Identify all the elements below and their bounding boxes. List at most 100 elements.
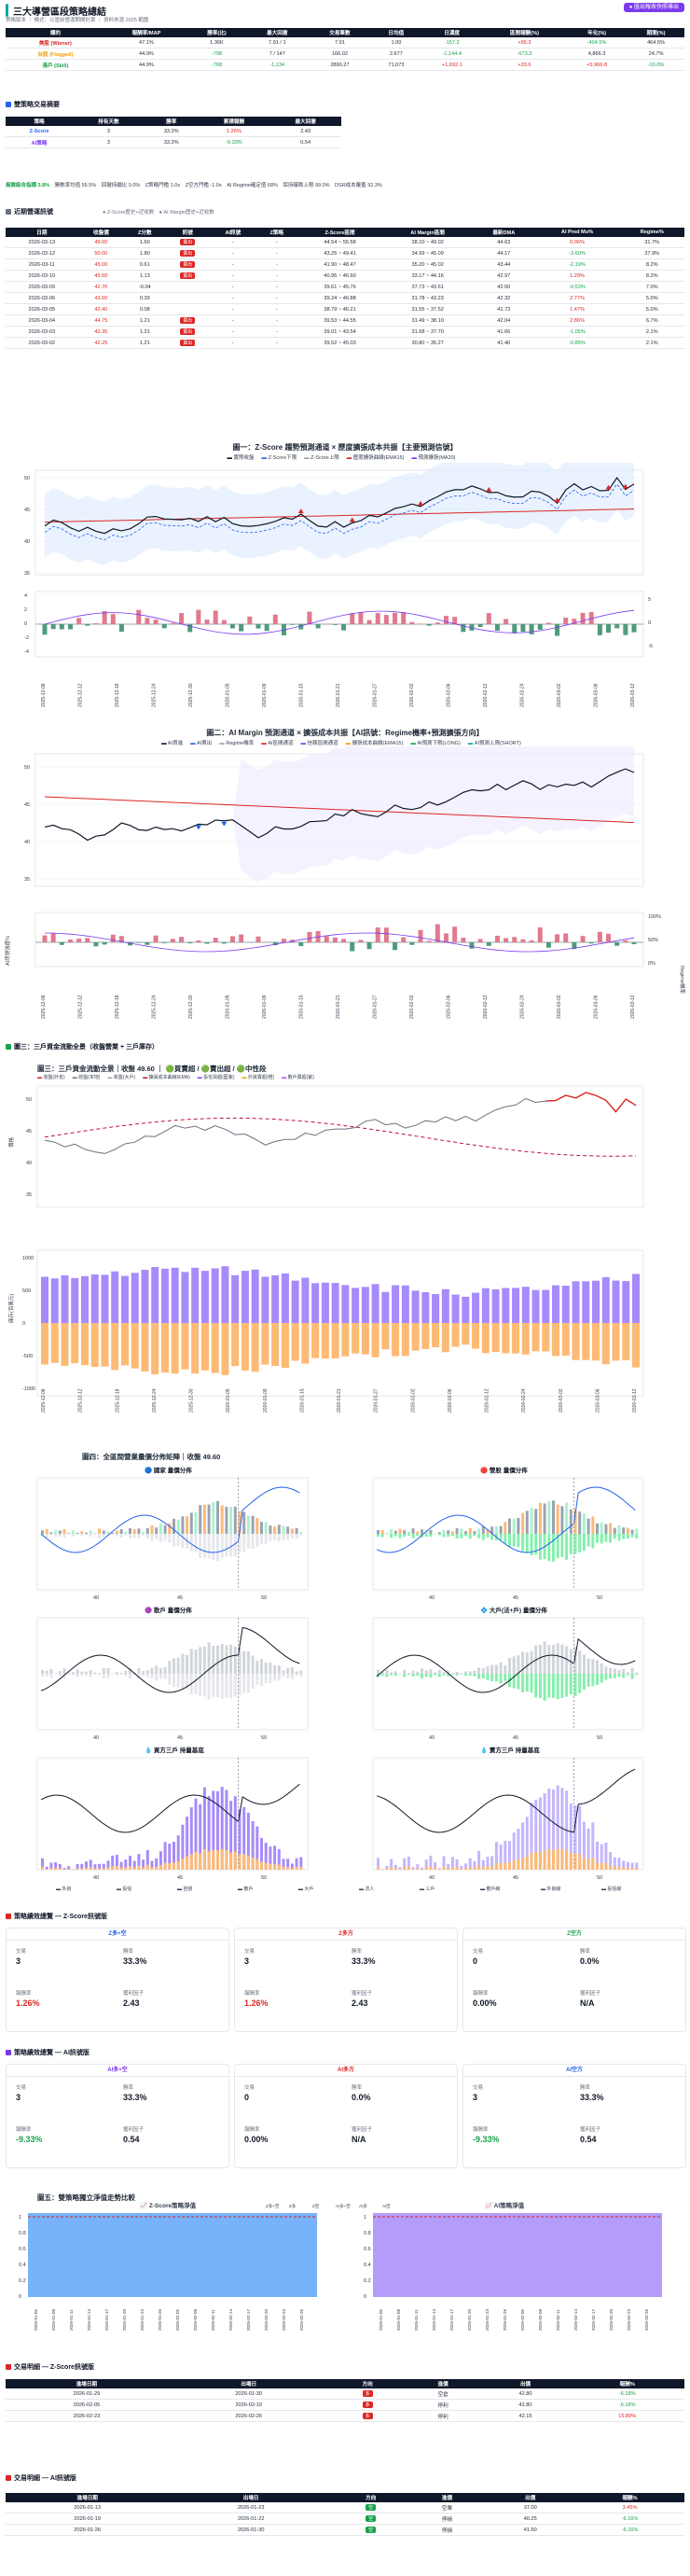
dist-bar: [407, 1673, 410, 1674]
dist-bar: [212, 1534, 215, 1561]
strategy-col-2[interactable]: 勝率: [144, 117, 199, 126]
dist-bar: [407, 1534, 410, 1537]
dist-bar: [260, 1534, 263, 1544]
recent-row[interactable]: 2026-03-04 44.75 1.21 賣出 - -39.53 ~ 44.55 31.4…: [6, 314, 684, 327]
summary-cell: 1.36K: [187, 37, 246, 49]
summary-card[interactable]: Z空方 交易 0 勝率 0.0% 報酬率 0.00% 獲利因子 N/A: [462, 1928, 686, 2032]
atrade-row[interactable]: 2026-01-19 2026-01-22 空停損 40.25 -6.16%: [6, 2513, 684, 2525]
card-title: AI空方: [463, 2065, 685, 2077]
page-header: 三大導營區段策略總結 策略版本 ｜ 模式：以當前營運期間計算 ｜ 資料來源 20…: [0, 0, 690, 23]
tick-label: 2025-12-24: [152, 1388, 158, 1413]
recent-row[interactable]: 2026-03-10 45.50 1.13 賣出 - -40.95 ~ 46.60 33.1…: [6, 270, 684, 282]
recent-col-7[interactable]: AI Margin區間: [382, 228, 474, 237]
strategy-row[interactable]: Z-Score 3 33.3% 1.26% 2.43: [6, 126, 341, 137]
summary-card[interactable]: Z多方 交易 3 勝率 33.3% 報酬率 1.26% 獲利因子 2.43: [234, 1928, 458, 2032]
recent-col-3[interactable]: 訊號: [165, 228, 211, 237]
summary-col-4[interactable]: 交易筆數: [308, 28, 372, 37]
recent-col-5[interactable]: Z策略: [255, 228, 297, 237]
tick-label: AI多: [359, 2203, 367, 2209]
summary-row[interactable]: 港戶 (Skill) 44.9% -768 -1,134 2890.27 71,073 +1…: [6, 59, 684, 71]
recent-col-4[interactable]: AI訊號: [210, 228, 256, 237]
summary-card[interactable]: AI多+空 交易 3 勝率 33.3% 報酬率 -9.33% 獲利因子 0.54: [6, 2064, 229, 2168]
strategy-col-0[interactable]: 策略: [6, 117, 74, 126]
atrade-col-3[interactable]: 進價: [408, 2493, 486, 2502]
ztrade-row[interactable]: 2026-01-29 2026-01-30 多空倉 42.80 -6.18%: [6, 2388, 684, 2400]
atrade-col-4[interactable]: 出價: [485, 2493, 576, 2502]
dist-bar: [54, 1530, 58, 1534]
strategy-row[interactable]: AI策略 3 33.3% -9.33% 0.54: [6, 136, 341, 148]
recent-row[interactable]: 2026-03-09 42.70 -0.04- -39.61 ~ 45.76 37.73…: [6, 281, 684, 293]
dist-bar: [216, 1674, 219, 1698]
ztrade-row[interactable]: 2026-02-23 2026-02-26 多停利 42.15 15.89%: [6, 2410, 684, 2422]
recent-col-1[interactable]: 收盤價: [77, 228, 125, 237]
atrade-col-0[interactable]: 進場日期: [6, 2493, 170, 2502]
dist-bar: [508, 1658, 511, 1674]
strategy-col-1[interactable]: 持有天數: [73, 117, 145, 126]
osc-bar: [67, 939, 73, 942]
dist-bar: [604, 1842, 608, 1870]
ztrade-col-4[interactable]: 出價: [480, 2379, 571, 2388]
dist-bar: [578, 1511, 582, 1534]
atrade-col-5[interactable]: 報酬%: [575, 2493, 684, 2502]
summary-col-9[interactable]: 期間(%): [628, 28, 684, 37]
tick-label: 2025-12-12: [78, 683, 84, 707]
ztrade-col-1[interactable]: 出場日: [167, 2379, 330, 2388]
tick-label: -5: [648, 644, 653, 649]
summary-row[interactable]: 美股 (Wiener) 47.1% 1.36K 7.91 / 1 7.91 1.00 -15…: [6, 37, 684, 49]
summary-col-5[interactable]: 日均值: [371, 28, 421, 37]
summary-col-6[interactable]: 日濃度: [421, 28, 483, 37]
recent-cell: 2.86%: [534, 314, 620, 327]
ztrade-col-5[interactable]: 報酬%: [570, 2379, 684, 2388]
dist-bar: [494, 1525, 498, 1534]
recent-col-0[interactable]: 日期: [6, 228, 78, 237]
chart1-legend: ▬ 實際收盤 ▬ Z-Score下限 ▬ Z-Score上限 ▬ 歷度擴張曲線(EMA…: [0, 453, 690, 461]
dist-bar: [613, 1527, 616, 1534]
dist-bar: [163, 1842, 167, 1870]
recent-row[interactable]: 2026-03-05 42.40 0.08- -38.79 ~ 46.21 31.55 …: [6, 303, 684, 315]
dist-bar: [582, 1534, 586, 1552]
summary-col-2[interactable]: 勝率(比): [187, 28, 246, 37]
dist-bar: [269, 1674, 272, 1684]
ztrade-col-3[interactable]: 進價: [405, 2379, 481, 2388]
recent-row[interactable]: 2026-03-06 43.60 0.39- -39.24 ~ 46.88 31.78 …: [6, 292, 684, 304]
tick-label: Z空: [312, 2203, 320, 2208]
summary-row[interactable]: 台股 (Flagged) 44.9% -798 7 / 147 166.02 2.677-…: [6, 48, 684, 60]
ztrade-col-2[interactable]: 方向: [329, 2379, 406, 2388]
atrade-row[interactable]: 2026-01-13 2026-01-23 空空單 37.00 3.45%: [6, 2502, 684, 2513]
summary-card[interactable]: AI多方 交易 0 勝率 0.0% 報酬率 0.00% 獲利因子 N/A: [234, 2064, 458, 2168]
strategy-col-3[interactable]: 累積報酬: [198, 117, 270, 126]
ztrade-row[interactable]: 2026-02-05 2026-02-10 多停利 42.80 -6.18%: [6, 2399, 684, 2411]
summary-col-0[interactable]: 標的: [6, 28, 105, 37]
summary-col-1[interactable]: 報酬率/MAP: [104, 28, 188, 37]
atrade-col-1[interactable]: 出場日: [169, 2493, 333, 2502]
recent-row[interactable]: 2026-03-03 42.35 1.21 賣出 - -39.01 ~ 43.54 31.6…: [6, 326, 684, 338]
ztrade-col-0[interactable]: 進場日期: [6, 2379, 168, 2388]
recent-cell: -: [255, 237, 297, 248]
tick-label: 2026-01-27: [374, 1388, 380, 1413]
recent-col-9[interactable]: AI Pred Mu%: [534, 228, 620, 237]
recent-col-10[interactable]: Regime%: [619, 228, 684, 237]
recent-col-2[interactable]: Z分數: [124, 228, 166, 237]
atrade-col-2[interactable]: 方向: [332, 2493, 409, 2502]
summary-cell: 4,866.3: [566, 48, 628, 60]
recent-row[interactable]: 2026-03-12 50.00 1.80 賣出 - -43.25 ~ 49.41 34.9…: [6, 247, 684, 259]
summary-col-8[interactable]: 年化(%): [566, 28, 628, 37]
summary-col-7[interactable]: 區間報酬(%): [482, 28, 567, 37]
dist-bar: [207, 1534, 211, 1559]
dist-bar: [552, 1789, 555, 1870]
summary-card[interactable]: Z多+空 交易 3 勝率 33.3% 報酬率 1.26% 獲利因子 2.43: [6, 1928, 229, 2032]
recent-row[interactable]: 2026-03-13 49.60 1.60 賣出 - -44.54 ~ 55.58 38.1…: [6, 237, 684, 248]
atrade-row[interactable]: 2026-01-26 2026-01-30 空停損 41.60 -6.16%: [6, 2524, 684, 2536]
osc-bar: [580, 612, 586, 624]
summary-card[interactable]: AI空方 交易 3 勝率 33.3% 報酬率 -9.33% 獲利因子 0.54: [462, 2064, 686, 2168]
strategy-col-4[interactable]: 最大回撤: [269, 117, 341, 126]
recent-row[interactable]: 2026-03-11 45.00 0.61 賣出 - -41.90 ~ 48.47 35.2…: [6, 258, 684, 271]
summary-col-3[interactable]: 最大回撤: [245, 28, 309, 37]
recent-row[interactable]: 2026-03-02 42.25 1.21 賣出 - -39.52 ~ 45.03 30.8…: [6, 337, 684, 349]
chart5-title: 圖五：雙策略獨立淨值走勢比較: [37, 2193, 135, 2202]
dist-bar: [635, 1674, 639, 1676]
recent-col-6[interactable]: Z-Score區間: [297, 228, 383, 237]
recent-col-8[interactable]: 最新DMA: [473, 228, 535, 237]
dist-bar: [547, 1789, 551, 1870]
export-button[interactable]: ● 匯出報表快照導出: [623, 3, 684, 12]
